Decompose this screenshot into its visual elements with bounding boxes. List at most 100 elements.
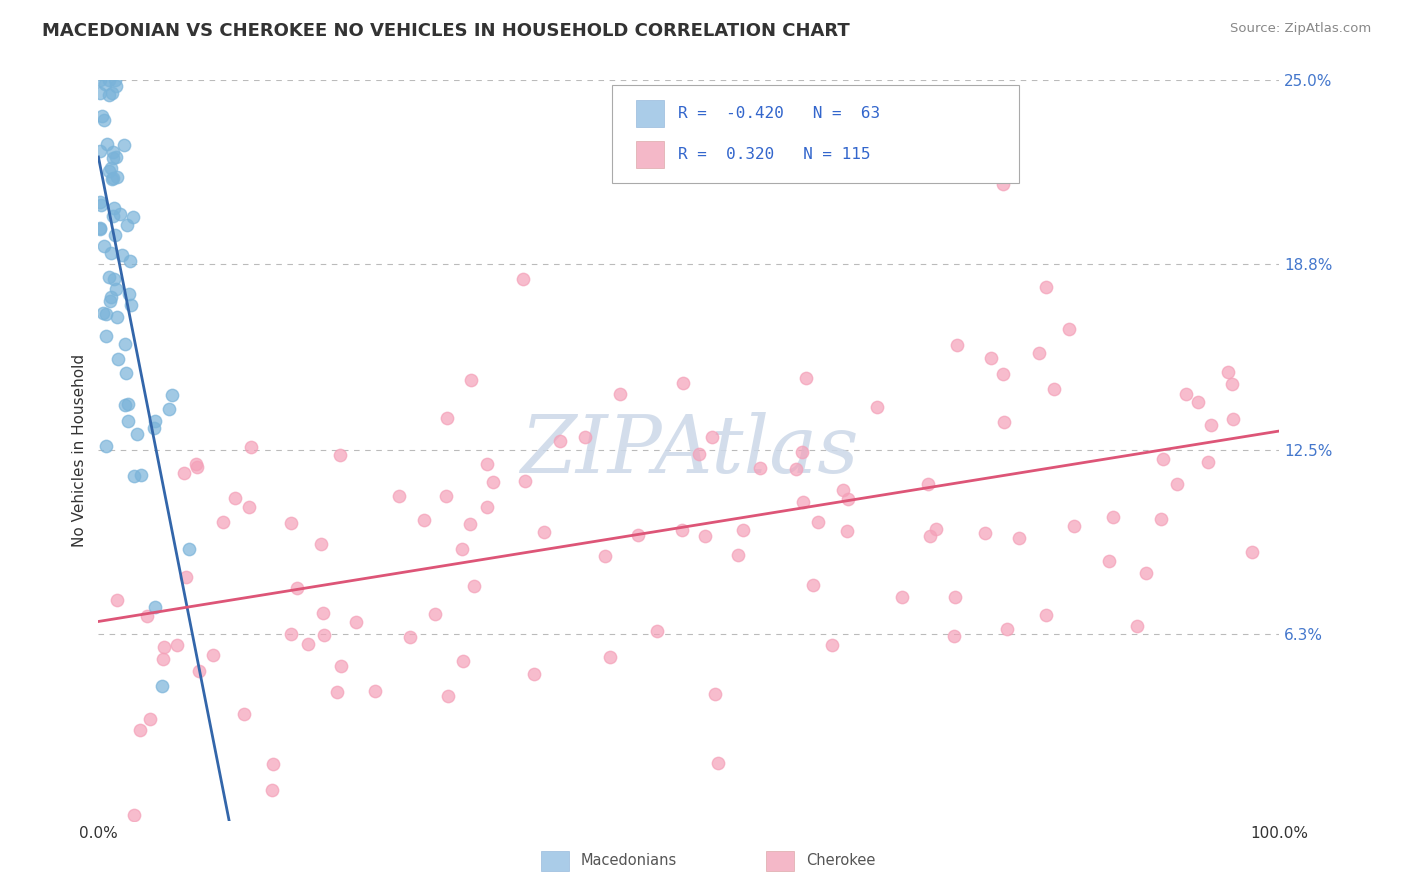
Point [437, 689, 460, 703]
Point [548, 434, 571, 449]
Point [1198, 455, 1220, 469]
Point [1175, 386, 1198, 401]
Point [803, 578, 825, 592]
Point [925, 522, 948, 536]
Point [152, 651, 174, 665]
Point [807, 515, 830, 529]
Point [688, 448, 710, 462]
Point [240, 440, 263, 454]
Y-axis label: No Vehicles in Household: No Vehicles in Household [72, 354, 87, 547]
Point [512, 271, 534, 285]
Point [153, 640, 176, 655]
Point [918, 529, 941, 543]
Point [104, 73, 127, 87]
Point [100, 245, 122, 260]
Text: Macedonians: Macedonians [581, 854, 676, 868]
Point [463, 579, 485, 593]
Point [89, 73, 111, 87]
Point [143, 414, 166, 428]
Point [388, 489, 411, 503]
Point [104, 150, 127, 164]
Point [108, 207, 131, 221]
Point [174, 570, 197, 584]
Point [173, 466, 195, 480]
Point [103, 201, 125, 215]
Point [574, 430, 596, 444]
Point [177, 542, 200, 557]
Point [946, 337, 969, 351]
Point [105, 593, 128, 607]
Point [89, 86, 111, 100]
Point [212, 516, 235, 530]
Point [135, 609, 157, 624]
Point [1199, 418, 1222, 433]
Point [103, 171, 125, 186]
Point [105, 169, 128, 184]
Point [260, 783, 283, 797]
Point [93, 239, 115, 253]
Point [943, 590, 966, 604]
Text: Cherokee: Cherokee [806, 854, 875, 868]
Point [792, 445, 814, 459]
Text: R =  -0.420   N =  63: R = -0.420 N = 63 [678, 106, 880, 120]
Point [117, 413, 139, 427]
Point [101, 151, 124, 165]
Point [1216, 365, 1239, 379]
Point [326, 685, 349, 699]
Point [866, 400, 889, 414]
Point [309, 537, 332, 551]
Point [114, 366, 136, 380]
Point [184, 458, 207, 472]
Point [523, 667, 546, 681]
Point [93, 113, 115, 128]
Point [672, 376, 695, 391]
Point [451, 542, 474, 557]
Point [89, 145, 111, 159]
Point [434, 489, 457, 503]
Point [120, 297, 142, 311]
Point [832, 483, 855, 497]
Point [731, 523, 754, 537]
Point [1135, 566, 1157, 581]
Point [285, 581, 308, 595]
Point [991, 178, 1014, 192]
Point [112, 137, 135, 152]
Point [104, 281, 127, 295]
Point [111, 248, 134, 262]
Point [143, 600, 166, 615]
Point [89, 195, 111, 210]
Point [820, 638, 842, 652]
Point [1098, 553, 1121, 567]
Text: ZIPAtlas: ZIPAtlas [520, 412, 858, 489]
Point [1150, 512, 1173, 526]
Point [695, 529, 717, 543]
Point [748, 461, 770, 475]
Point [125, 426, 148, 441]
Point [98, 164, 121, 178]
Point [1035, 280, 1057, 294]
Point [1166, 477, 1188, 491]
Point [1043, 382, 1066, 396]
Point [96, 329, 118, 343]
Point [118, 286, 141, 301]
Point [188, 664, 211, 678]
Point [794, 371, 817, 385]
Point [114, 337, 136, 351]
Point [93, 78, 115, 92]
Point [122, 807, 145, 822]
Point [103, 272, 125, 286]
Point [706, 756, 728, 770]
Point [224, 491, 246, 505]
Point [1028, 345, 1050, 359]
Point [451, 654, 474, 668]
Point [645, 624, 668, 638]
Point [837, 491, 859, 506]
Point [475, 457, 498, 471]
Point [150, 679, 173, 693]
Point [425, 607, 447, 621]
Point [105, 310, 128, 324]
Point [280, 627, 302, 641]
Point [160, 388, 183, 402]
Point [104, 228, 127, 243]
Point [702, 430, 724, 444]
